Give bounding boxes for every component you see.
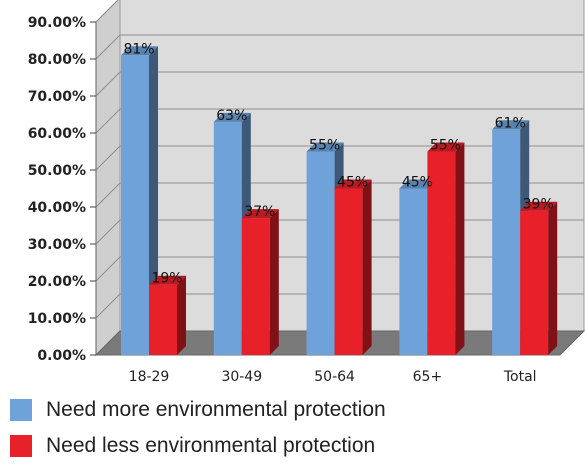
x-category-label: 18-29	[129, 369, 170, 385]
data-label: 61%	[495, 115, 526, 131]
side-wall	[95, 0, 121, 357]
bar-side	[362, 179, 372, 355]
gridline	[95, 34, 584, 60]
bar-side	[548, 201, 558, 355]
y-tick-label: 50.00%	[28, 163, 86, 179]
legend-item-less: Need less environmental protection	[10, 428, 386, 464]
bar-top	[334, 179, 372, 189]
bar-less-65+	[427, 151, 456, 355]
bar-more-50-64	[306, 151, 335, 355]
bar-top	[241, 209, 279, 219]
bar-side	[177, 275, 186, 355]
legend-swatch-more	[10, 399, 32, 421]
data-label: 19%	[151, 271, 182, 287]
legend-label-more: Need more environmental protection	[46, 398, 386, 421]
legend-item-more: Need more environmental protection	[10, 392, 386, 428]
gridline	[95, 108, 584, 134]
data-label: 45%	[402, 175, 433, 191]
x-category-label: 65+	[413, 369, 443, 385]
data-label: 45%	[337, 175, 368, 191]
bar-more-Total	[492, 129, 521, 355]
legend-swatch-less	[10, 435, 32, 457]
gridline	[95, 71, 584, 97]
data-label: 39%	[523, 197, 554, 213]
y-tick-label: 70.00%	[28, 89, 86, 105]
bar-side	[455, 142, 465, 355]
x-category-label: Total	[503, 369, 537, 385]
x-category-label: 50-64	[314, 369, 355, 385]
bar-top	[427, 142, 465, 152]
bar-less-50-64	[334, 188, 363, 355]
bar-top	[213, 112, 251, 122]
y-tick-labels: 0.00% 10.00% 20.00% 30.00% 40.00% 50.00% 60.00…	[28, 15, 86, 364]
bars	[121, 46, 558, 356]
bar-less-18-29	[149, 284, 177, 355]
y-tick-label: 90.00%	[28, 15, 86, 31]
bar-top	[306, 142, 344, 152]
gridline	[95, 145, 584, 171]
bar-more-18-29	[121, 55, 149, 356]
y-axis	[90, 21, 97, 356]
bar-less-30-49	[241, 218, 270, 355]
bar-top	[492, 120, 530, 130]
x-category-labels: 18-29 30-49 50-64 65+ Total	[129, 369, 537, 385]
bar-side	[149, 46, 158, 356]
y-tick-label: 80.00%	[28, 52, 86, 68]
data-label: 63%	[216, 108, 247, 124]
bar-top	[121, 46, 158, 56]
gridline	[95, 0, 119, 23]
y-tick-label: 10.00%	[28, 311, 86, 327]
y-tick-label: 20.00%	[28, 274, 86, 290]
data-labels: 81% 19% 63% 37% 55% 45% 45% 55% 61% 39%	[123, 41, 553, 286]
bar-top	[520, 201, 558, 211]
data-label: 37%	[244, 204, 275, 220]
x-category-label: 30-49	[221, 369, 262, 385]
legend-label-less: Need less environmental protection	[46, 434, 376, 457]
y-tick-label: 0.00%	[37, 348, 86, 364]
bar-less-Total	[520, 210, 549, 355]
data-label: 55%	[430, 138, 461, 154]
data-label: 81%	[123, 41, 154, 57]
bar-side	[269, 209, 279, 355]
data-label: 55%	[309, 138, 340, 154]
y-tick-label: 40.00%	[28, 200, 86, 216]
bar-top	[399, 179, 437, 189]
bar-more-30-49	[213, 121, 242, 356]
bar-more-65+	[399, 188, 428, 355]
y-tick-label: 30.00%	[28, 237, 86, 253]
y-tick-label: 60.00%	[28, 126, 86, 142]
legend: Need more environmental protection Need …	[10, 392, 386, 464]
bar-top	[149, 275, 186, 285]
